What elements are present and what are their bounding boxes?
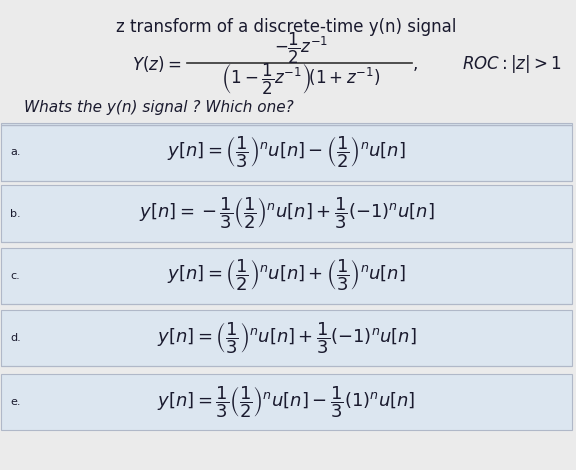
FancyBboxPatch shape bbox=[1, 248, 571, 304]
Text: z transform of a discrete-time y(n) signal: z transform of a discrete-time y(n) sign… bbox=[116, 18, 457, 36]
Text: c.: c. bbox=[10, 271, 20, 281]
Text: d.: d. bbox=[10, 333, 21, 343]
Text: $\left(1 - \dfrac{1}{2}z^{-1}\right)\!\left(1 + z^{-1}\right)$: $\left(1 - \dfrac{1}{2}z^{-1}\right)\!\l… bbox=[221, 63, 380, 97]
Text: ,: , bbox=[413, 55, 418, 73]
Text: $-\dfrac{1}{2}z^{-1}$: $-\dfrac{1}{2}z^{-1}$ bbox=[274, 31, 328, 66]
Text: $Y(z) =$: $Y(z) =$ bbox=[132, 55, 181, 74]
Text: b.: b. bbox=[10, 209, 21, 219]
Text: $ROC: |z| > 1$: $ROC: |z| > 1$ bbox=[462, 54, 562, 76]
Text: e.: e. bbox=[10, 397, 20, 407]
FancyBboxPatch shape bbox=[1, 186, 571, 242]
FancyBboxPatch shape bbox=[1, 123, 571, 181]
Text: $y[n] = -\dfrac{1}{3}\left(\dfrac{1}{2}\right)^n u[n] + \dfrac{1}{3}(-1)^n u[n]$: $y[n] = -\dfrac{1}{3}\left(\dfrac{1}{2}\… bbox=[139, 196, 434, 231]
Text: $y[n] = \left(\dfrac{1}{3}\right)^n u[n] + \dfrac{1}{3}(-1)^n u[n]$: $y[n] = \left(\dfrac{1}{3}\right)^n u[n]… bbox=[157, 320, 416, 356]
FancyBboxPatch shape bbox=[1, 310, 571, 366]
Text: a.: a. bbox=[10, 147, 20, 157]
Text: $y[n] = \dfrac{1}{3}\left(\dfrac{1}{2}\right)^n u[n] - \dfrac{1}{3}(1)^n u[n]$: $y[n] = \dfrac{1}{3}\left(\dfrac{1}{2}\r… bbox=[157, 384, 416, 420]
Text: $y[n] = \left(\dfrac{1}{2}\right)^n u[n] + \left(\dfrac{1}{3}\right)^n u[n]$: $y[n] = \left(\dfrac{1}{2}\right)^n u[n]… bbox=[167, 258, 406, 293]
FancyBboxPatch shape bbox=[1, 374, 571, 430]
Text: $y[n] = \left(\dfrac{1}{3}\right)^n u[n] - \left(\dfrac{1}{2}\right)^n u[n]$: $y[n] = \left(\dfrac{1}{3}\right)^n u[n]… bbox=[167, 134, 406, 170]
Text: Whats the y(n) signal ? Which one?: Whats the y(n) signal ? Which one? bbox=[24, 100, 294, 115]
